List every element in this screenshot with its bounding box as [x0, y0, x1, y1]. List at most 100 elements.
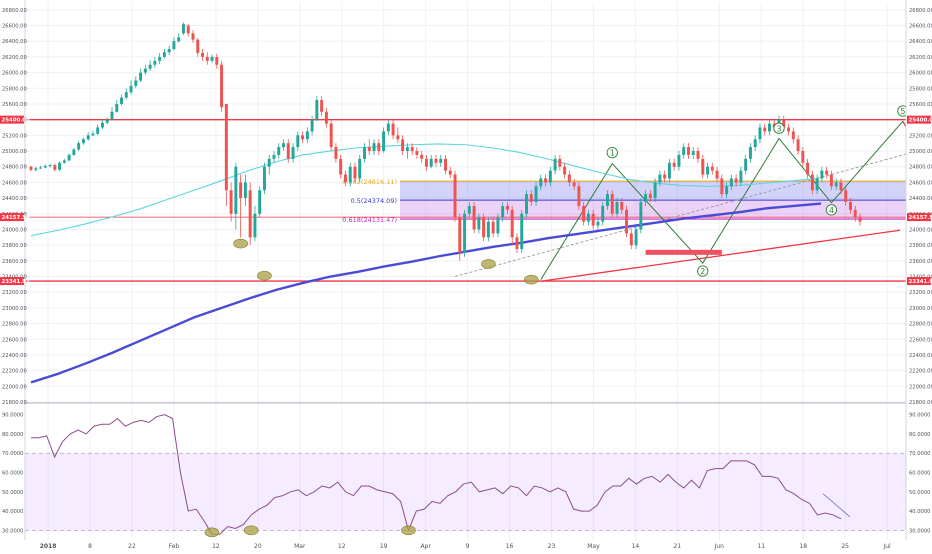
candle-body	[225, 104, 228, 190]
price-tick-label-left: 22400.00	[2, 353, 27, 359]
candle	[63, 159, 66, 164]
candle	[825, 167, 828, 179]
candle-body	[196, 40, 199, 53]
candle-body	[258, 190, 261, 214]
candle	[139, 69, 142, 82]
candle-body	[768, 124, 771, 132]
candle	[263, 163, 266, 194]
candle-body	[306, 131, 309, 139]
candle	[577, 182, 580, 209]
candle	[415, 147, 418, 159]
price-tick-label-right: 23200.00	[909, 290, 932, 296]
candle-body	[739, 171, 742, 183]
candle	[454, 171, 457, 222]
candle	[473, 202, 476, 233]
candle-body	[549, 171, 552, 183]
candle-body	[835, 182, 838, 186]
rsi-tick-label-left: 70.0000	[2, 451, 23, 457]
candle-body	[420, 155, 423, 159]
candle-body	[482, 218, 485, 238]
candle	[515, 233, 518, 253]
candle-body	[354, 167, 357, 179]
candle-body	[163, 52, 166, 57]
price-marker-label: 23341.93	[2, 279, 31, 285]
candle-body	[187, 26, 190, 34]
candle-body	[249, 190, 252, 237]
candle-body	[373, 143, 376, 151]
candle-body	[577, 186, 580, 206]
time-tick-label: 18	[799, 543, 807, 550]
candle	[330, 120, 333, 151]
candle	[558, 155, 561, 171]
candle	[311, 116, 314, 136]
candle	[439, 155, 442, 167]
candle-body	[134, 80, 137, 85]
candle-body	[601, 206, 604, 222]
candle-body	[763, 127, 766, 131]
candle	[801, 147, 804, 167]
time-tick-label: 16	[506, 543, 514, 550]
candle	[234, 163, 237, 230]
low-marker-ellipse	[524, 275, 538, 284]
candle-body	[144, 69, 147, 73]
candle-body	[625, 210, 628, 234]
candle	[172, 37, 175, 50]
candle-body	[449, 171, 452, 175]
resistance-box	[646, 250, 722, 255]
candle-body	[396, 135, 399, 139]
candle-body	[682, 147, 685, 155]
candle	[282, 139, 285, 151]
candle	[87, 132, 90, 141]
price-tick-label-left: 26800.00	[2, 8, 27, 14]
time-tick-label: 8	[88, 543, 92, 550]
rsi-low-marker	[244, 526, 258, 535]
candle	[430, 155, 433, 168]
candle	[463, 210, 466, 257]
candle-body	[492, 222, 495, 234]
candle-body	[463, 214, 466, 253]
candle	[149, 60, 152, 71]
candle-body	[616, 202, 619, 214]
candle	[401, 135, 404, 155]
candle	[111, 107, 114, 120]
candle	[334, 143, 337, 163]
candle-body	[263, 167, 266, 191]
candle	[34, 167, 37, 172]
candle-body	[506, 206, 509, 210]
wave-label: 4	[829, 206, 834, 215]
price-marker-label: 25400.00	[2, 118, 31, 124]
price-tick-label-left: 22000.00	[2, 384, 27, 390]
candle-body	[82, 139, 85, 143]
candle	[420, 151, 423, 163]
candle	[125, 88, 128, 99]
price-marker-label: 23341.93	[909, 279, 932, 285]
candle-body	[754, 139, 757, 147]
rsi-tick-label-right: 50.0000	[909, 490, 930, 496]
candle-body	[582, 206, 585, 222]
price-tick-label-right: 26200.00	[909, 55, 932, 61]
candle	[363, 143, 366, 163]
candle-body	[211, 57, 214, 61]
candle	[301, 131, 304, 143]
candle	[387, 120, 390, 136]
candle-body	[749, 147, 752, 159]
candle-body	[182, 24, 185, 33]
price-tick-label-right: 23000.00	[909, 306, 932, 312]
candle-body	[539, 178, 542, 186]
candle-body	[439, 159, 442, 163]
candle-body	[649, 194, 652, 198]
price-tick-label-right: 26000.00	[909, 71, 932, 77]
wave-label: 2	[700, 267, 705, 276]
candle-body	[801, 151, 804, 163]
candle	[444, 155, 447, 175]
candle	[525, 190, 528, 217]
candle-body	[320, 100, 323, 112]
candle	[273, 151, 276, 163]
price-marker-label: 25400.00	[909, 118, 932, 124]
candle-body	[725, 186, 728, 194]
candle-body	[458, 218, 461, 253]
candle-body	[273, 155, 276, 159]
price-tick-label-right: 22200.00	[909, 369, 932, 375]
candle-body	[87, 135, 90, 139]
price-tick-label-right: 26600.00	[909, 24, 932, 30]
